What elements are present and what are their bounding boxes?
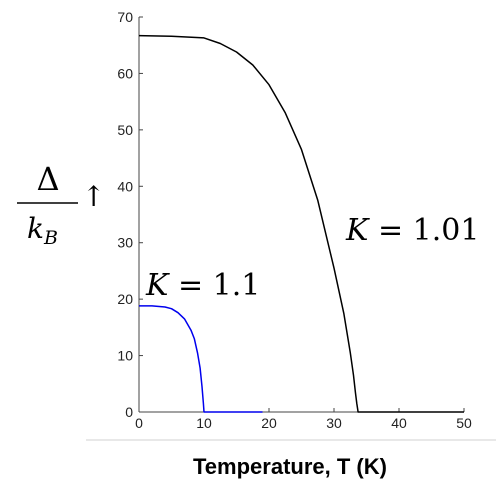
series-line-1 (139, 305, 263, 413)
y-label-arrow: ↑ (82, 180, 105, 213)
annotation-k-1-1: K = 1.1 (145, 268, 260, 303)
y-tick-label: 70 (117, 9, 133, 25)
x-tick-label: 20 (261, 415, 277, 431)
y-label-denominator: kB (27, 212, 58, 249)
series-line-0 (138, 34, 464, 413)
x-tick-label: 40 (391, 415, 407, 431)
x-tick-label: 30 (326, 415, 342, 431)
y-axis-label: Δ kB ↑ (17, 160, 105, 249)
y-tick-label: 60 (117, 65, 133, 81)
x-tick-label: 0 (135, 415, 143, 431)
annotation-k-1-01: K = 1.01 (345, 213, 479, 248)
series-group (138, 34, 464, 413)
y-tick-label: 30 (117, 235, 133, 251)
ticks: 0 10 20 30 40 50 0 10 20 30 40 50 60 70 (117, 9, 472, 431)
y-label-numerator: Δ (36, 160, 59, 198)
y-tick-label: 50 (117, 122, 133, 138)
x-axis-label: Temperature, T (K) (193, 454, 387, 479)
y-tick-label: 40 (117, 178, 133, 194)
y-tick-label: 0 (125, 404, 133, 420)
x-tick-label: 10 (196, 415, 212, 431)
x-tick-label: 50 (456, 415, 472, 431)
y-tick-label: 10 (117, 348, 133, 364)
y-tick-label: 20 (117, 291, 133, 307)
